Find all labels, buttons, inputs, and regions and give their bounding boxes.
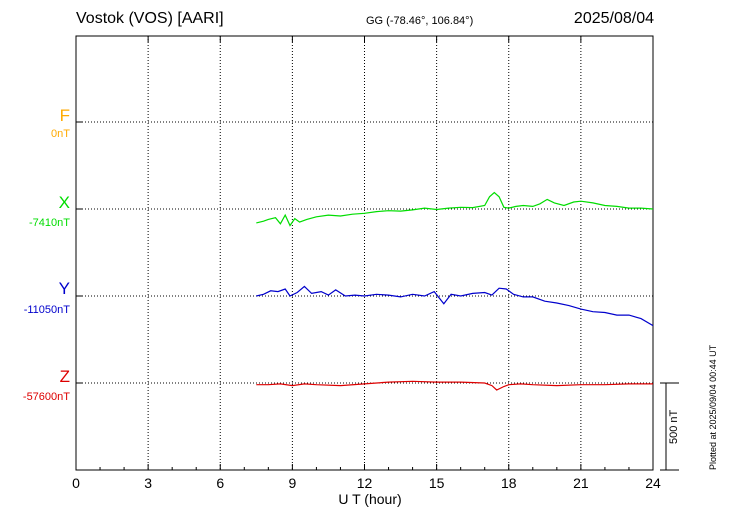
x-tick-label-12: 12 [357, 475, 373, 491]
scale-bar-label: 500 nT [668, 409, 680, 444]
x-tick-label-0: 0 [72, 475, 80, 491]
component-base-y: -11050nT [23, 304, 70, 316]
component-label-y: Y [58, 279, 70, 298]
date-label: 2025/08/04 [573, 10, 654, 27]
series-line-x [256, 191, 654, 227]
x-tick-label-6: 6 [216, 475, 224, 491]
component-base-x: -7410nT [29, 217, 70, 229]
component-label-f: F [59, 106, 70, 125]
x-axis-label: U T (hour) [338, 491, 402, 507]
component-label-z: Z [59, 367, 70, 386]
station-title: Vostok (VOS) [AARI] [76, 10, 224, 27]
component-base-f: 0nT [51, 128, 70, 140]
x-tick-label-15: 15 [429, 475, 445, 491]
component-base-z: -57600nT [22, 391, 70, 403]
component-label-x: X [58, 193, 70, 212]
x-tick-label-9: 9 [288, 475, 296, 491]
x-tick-label-18: 18 [501, 475, 517, 491]
series-line-z [256, 380, 653, 391]
x-tick-label-21: 21 [573, 475, 589, 491]
x-tick-label-3: 3 [144, 475, 152, 491]
plotted-timestamp: Plotted at 2025/09/04 00:44 UT [708, 344, 718, 470]
series-line-y [256, 285, 654, 327]
coordinates-label: GG (-78.46°, 106.84°) [366, 15, 474, 27]
x-tick-label-24: 24 [645, 475, 661, 491]
